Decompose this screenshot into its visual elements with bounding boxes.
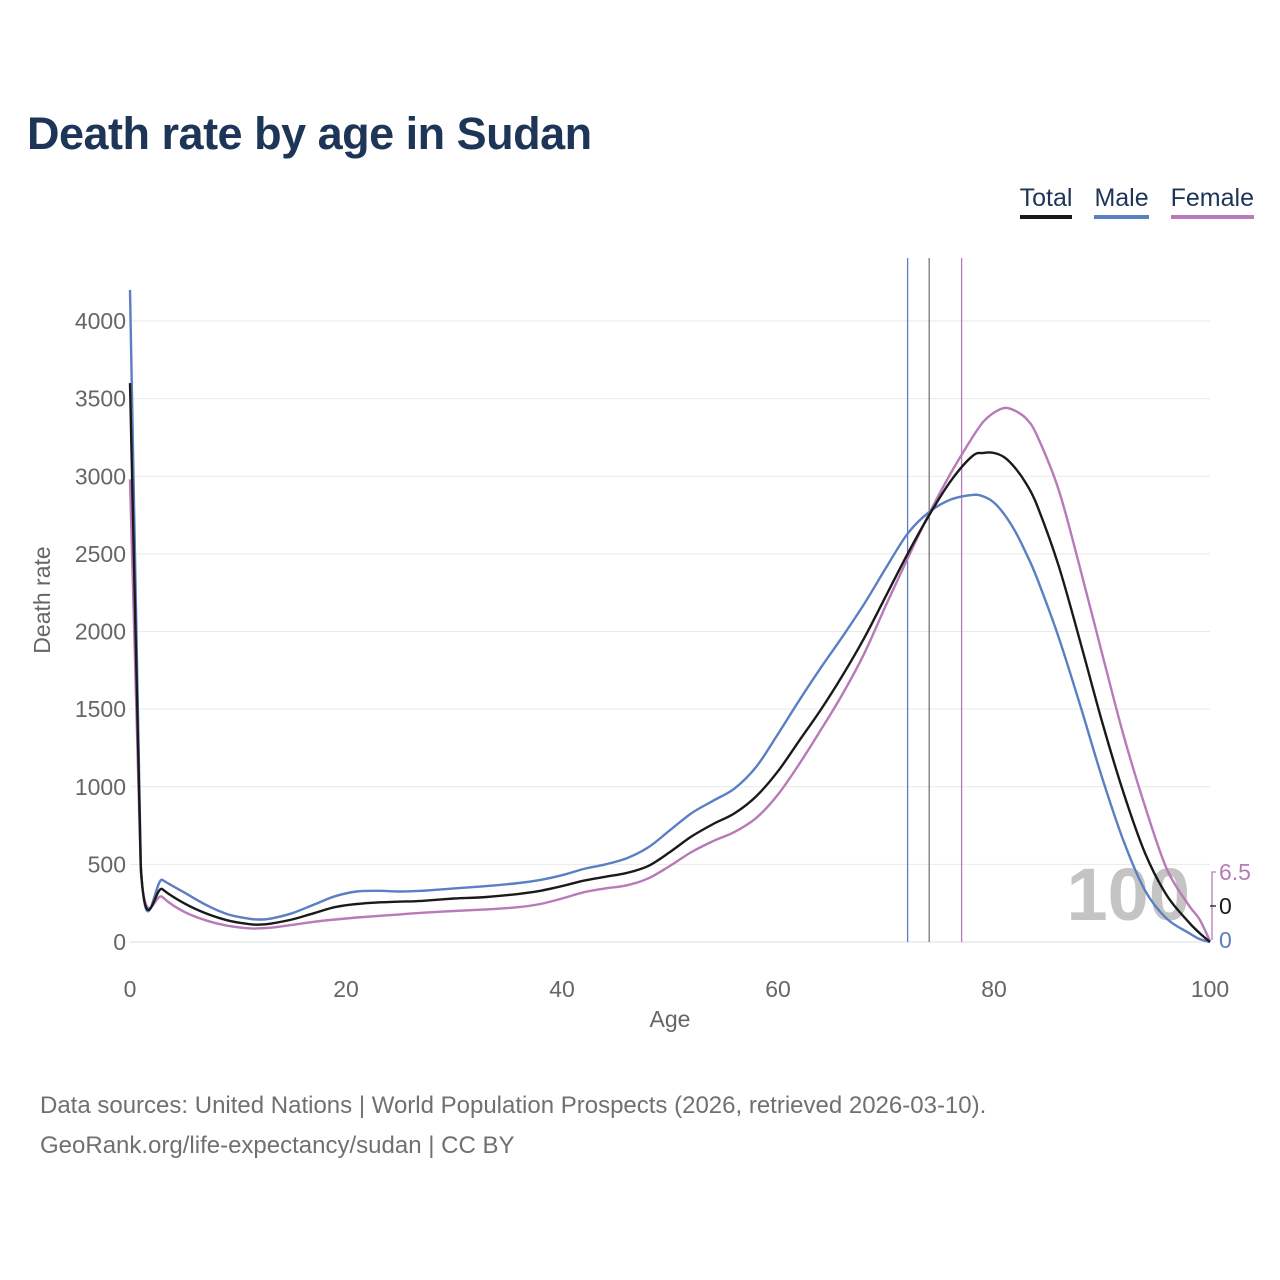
end-labels: 6.5 0 0 <box>1210 859 1251 953</box>
x-axis: 0 20 40 60 80 100 <box>124 976 1230 1002</box>
series-line-female[interactable] <box>128 406 1212 942</box>
attribution-text: GeoRank.org/life-expectancy/sudan | CC B… <box>40 1132 515 1159</box>
x-tick-label: 60 <box>765 976 791 1002</box>
x-axis-label: Age <box>650 1006 691 1032</box>
x-tick-label: 0 <box>124 976 137 1002</box>
y-tick-label: 2500 <box>75 541 126 567</box>
legend-item-male[interactable]: Male <box>1094 183 1149 219</box>
x-tick-label: 80 <box>981 976 1007 1002</box>
y-tick-label: 3000 <box>75 463 126 489</box>
legend-item-female[interactable]: Female <box>1170 183 1254 219</box>
reference-lines <box>906 258 963 942</box>
y-axis: 0 500 1000 1500 2000 2500 3000 3500 4000 <box>75 308 126 955</box>
chart-title: Death rate by age in Sudan <box>27 108 592 159</box>
series-line-total[interactable] <box>128 383 1211 943</box>
footer: Data sources: United Nations | World Pop… <box>40 1086 986 1166</box>
y-tick-label: 1500 <box>75 696 126 722</box>
end-label-total: 0 <box>1219 893 1232 919</box>
grid <box>130 320 1210 943</box>
y-tick-label: 4000 <box>75 308 126 334</box>
y-tick-label: 500 <box>88 851 126 877</box>
x-tick-label: 40 <box>549 976 575 1002</box>
data-source-text: Data sources: United Nations | World Pop… <box>40 1092 987 1119</box>
y-tick-label: 0 <box>113 929 126 955</box>
y-tick-label: 1000 <box>75 774 126 800</box>
x-tick-label: 20 <box>333 976 359 1002</box>
x-tick-label: 100 <box>1191 976 1229 1002</box>
y-axis-label: Death rate <box>29 546 55 653</box>
series-lines <box>128 289 1212 944</box>
y-tick-label: 2000 <box>75 619 126 645</box>
end-label-female: 6.5 <box>1219 859 1251 885</box>
legend-item-total[interactable]: Total <box>1019 183 1073 219</box>
legend: Total Male Female <box>1019 183 1254 219</box>
series-line-male[interactable] <box>128 289 1211 944</box>
y-tick-label: 3500 <box>75 386 126 412</box>
end-label-male: 0 <box>1219 927 1232 953</box>
end-bracket-female <box>1211 871 1216 940</box>
